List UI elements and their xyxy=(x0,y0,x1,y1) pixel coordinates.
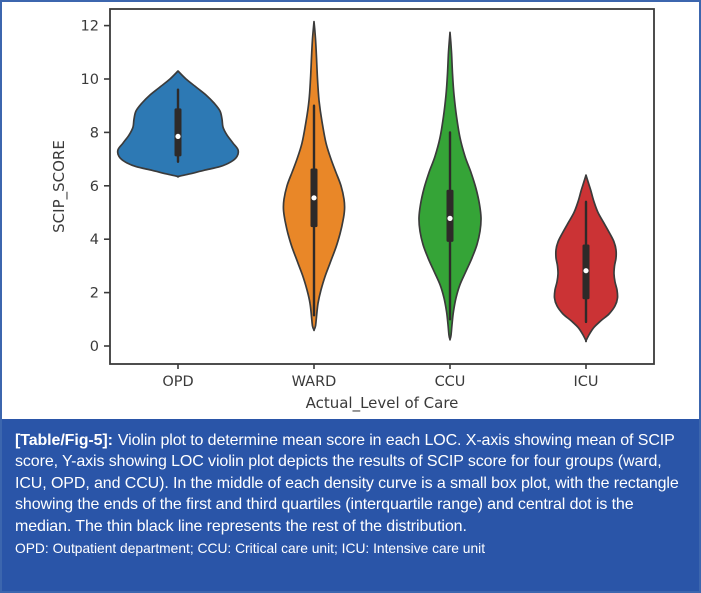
violin-chart: 0 2 4 6 8 10 12 OPD WARD CCU ICU SCIP_SCORE Actual_L… xyxy=(50,8,655,413)
x-tick-label-opd: OPD xyxy=(162,374,193,390)
median-dot-ward xyxy=(311,195,317,201)
figure-caption-text: Violin plot to determine mean score in e… xyxy=(15,432,679,535)
y-tick-label-0: 0 xyxy=(90,339,99,355)
y-tick-label-12: 12 xyxy=(81,19,99,35)
figure-caption-label: [Table/Fig-5]: xyxy=(15,432,113,449)
x-tick-label-icu: ICU xyxy=(573,374,598,390)
y-tick-label-8: 8 xyxy=(90,125,99,141)
y-tick-label-4: 4 xyxy=(90,232,99,248)
y-tick-label-2: 2 xyxy=(90,286,99,302)
figure-caption-footnote: OPD: Outpatient department; CCU: Critica… xyxy=(15,541,486,557)
median-dot-opd xyxy=(175,133,181,140)
y-tick-label-6: 6 xyxy=(90,179,99,195)
x-axis-label: Actual_Level of Care xyxy=(306,394,459,413)
plot-frame xyxy=(109,8,655,365)
x-tick-label-ccu: CCU xyxy=(435,374,466,390)
median-dot-ccu xyxy=(447,215,453,221)
median-dot-icu xyxy=(583,268,589,274)
iqr-box-opd xyxy=(174,108,182,157)
figure-caption-box: [Table/Fig-5]: Violin plot to determine m… xyxy=(2,419,699,591)
y-tick-label-10: 10 xyxy=(81,72,99,88)
violin-plot-figure: 0 2 4 6 8 10 12 OPD WARD CCU ICU SCIP_SCORE Actual_L… xyxy=(2,2,699,419)
x-tick-label-ward: WARD xyxy=(292,374,337,390)
y-axis-label: SCIP_SCORE xyxy=(50,140,69,233)
figure-caption: [Table/Fig-5]: Violin plot to determine m… xyxy=(15,430,685,537)
